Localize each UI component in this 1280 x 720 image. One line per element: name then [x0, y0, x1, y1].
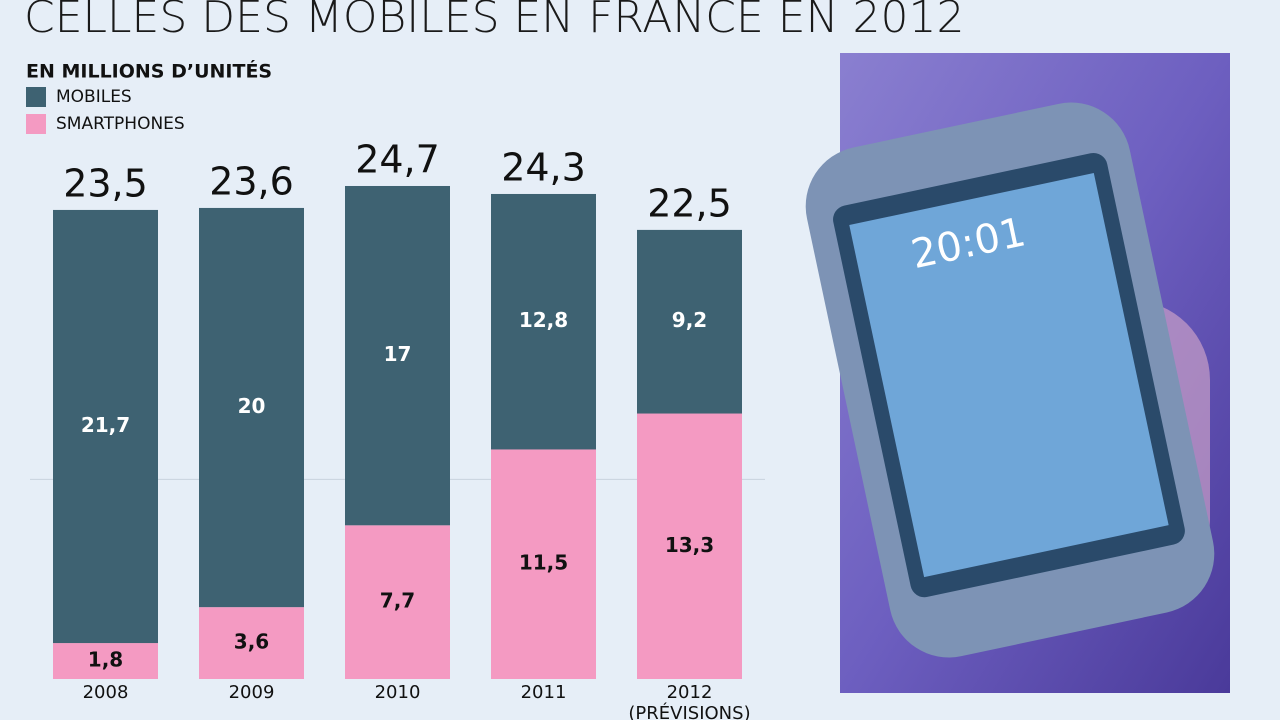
x-tick-label: 2010 — [374, 682, 421, 703]
value-label: 12,8 — [519, 308, 568, 332]
photo: 20:01 — [805, 53, 1230, 693]
value-label: 20 — [238, 394, 266, 418]
chart-title: CELLES DES MOBILES EN FRANCE EN 2012 — [24, 0, 964, 43]
value-label: 21,7 — [81, 413, 130, 437]
bar-segment — [345, 525, 450, 679]
chart-subtitle: EN MILLIONS D’UNITÉS — [26, 60, 272, 83]
legend-swatch — [26, 114, 46, 134]
x-tick-label: 2009 — [228, 682, 275, 703]
value-label: 17 — [384, 342, 412, 366]
x-tick-label: 2011 — [520, 682, 567, 703]
value-label: 13,3 — [665, 533, 714, 557]
value-label: 3,6 — [234, 630, 269, 654]
legend-label: SMARTPHONES — [56, 114, 185, 134]
bar-segment — [637, 413, 742, 679]
legend-label: MOBILES — [56, 87, 132, 107]
total-label: 23,6 — [209, 159, 294, 203]
bar-segment — [637, 229, 742, 414]
bar-segment — [53, 209, 158, 644]
total-label: 22,5 — [647, 181, 732, 225]
x-tick-label: 2008 — [82, 682, 129, 703]
total-label: 24,7 — [355, 137, 440, 181]
bar-segment — [491, 193, 596, 450]
bar-segment — [199, 207, 304, 608]
value-label: 9,2 — [672, 308, 707, 332]
bar-segment — [199, 607, 304, 679]
total-label: 23,5 — [63, 161, 148, 205]
x-tick-label: 2012 (PRÉVISIONS) — [628, 682, 751, 720]
value-label: 11,5 — [519, 551, 568, 575]
legend-swatch — [26, 87, 46, 107]
value-label: 7,7 — [380, 589, 415, 613]
bar-segment — [53, 643, 158, 679]
bar-segment — [491, 449, 596, 679]
value-label: 1,8 — [88, 648, 123, 672]
bar-segment — [345, 185, 450, 526]
total-label: 24,3 — [501, 145, 586, 189]
